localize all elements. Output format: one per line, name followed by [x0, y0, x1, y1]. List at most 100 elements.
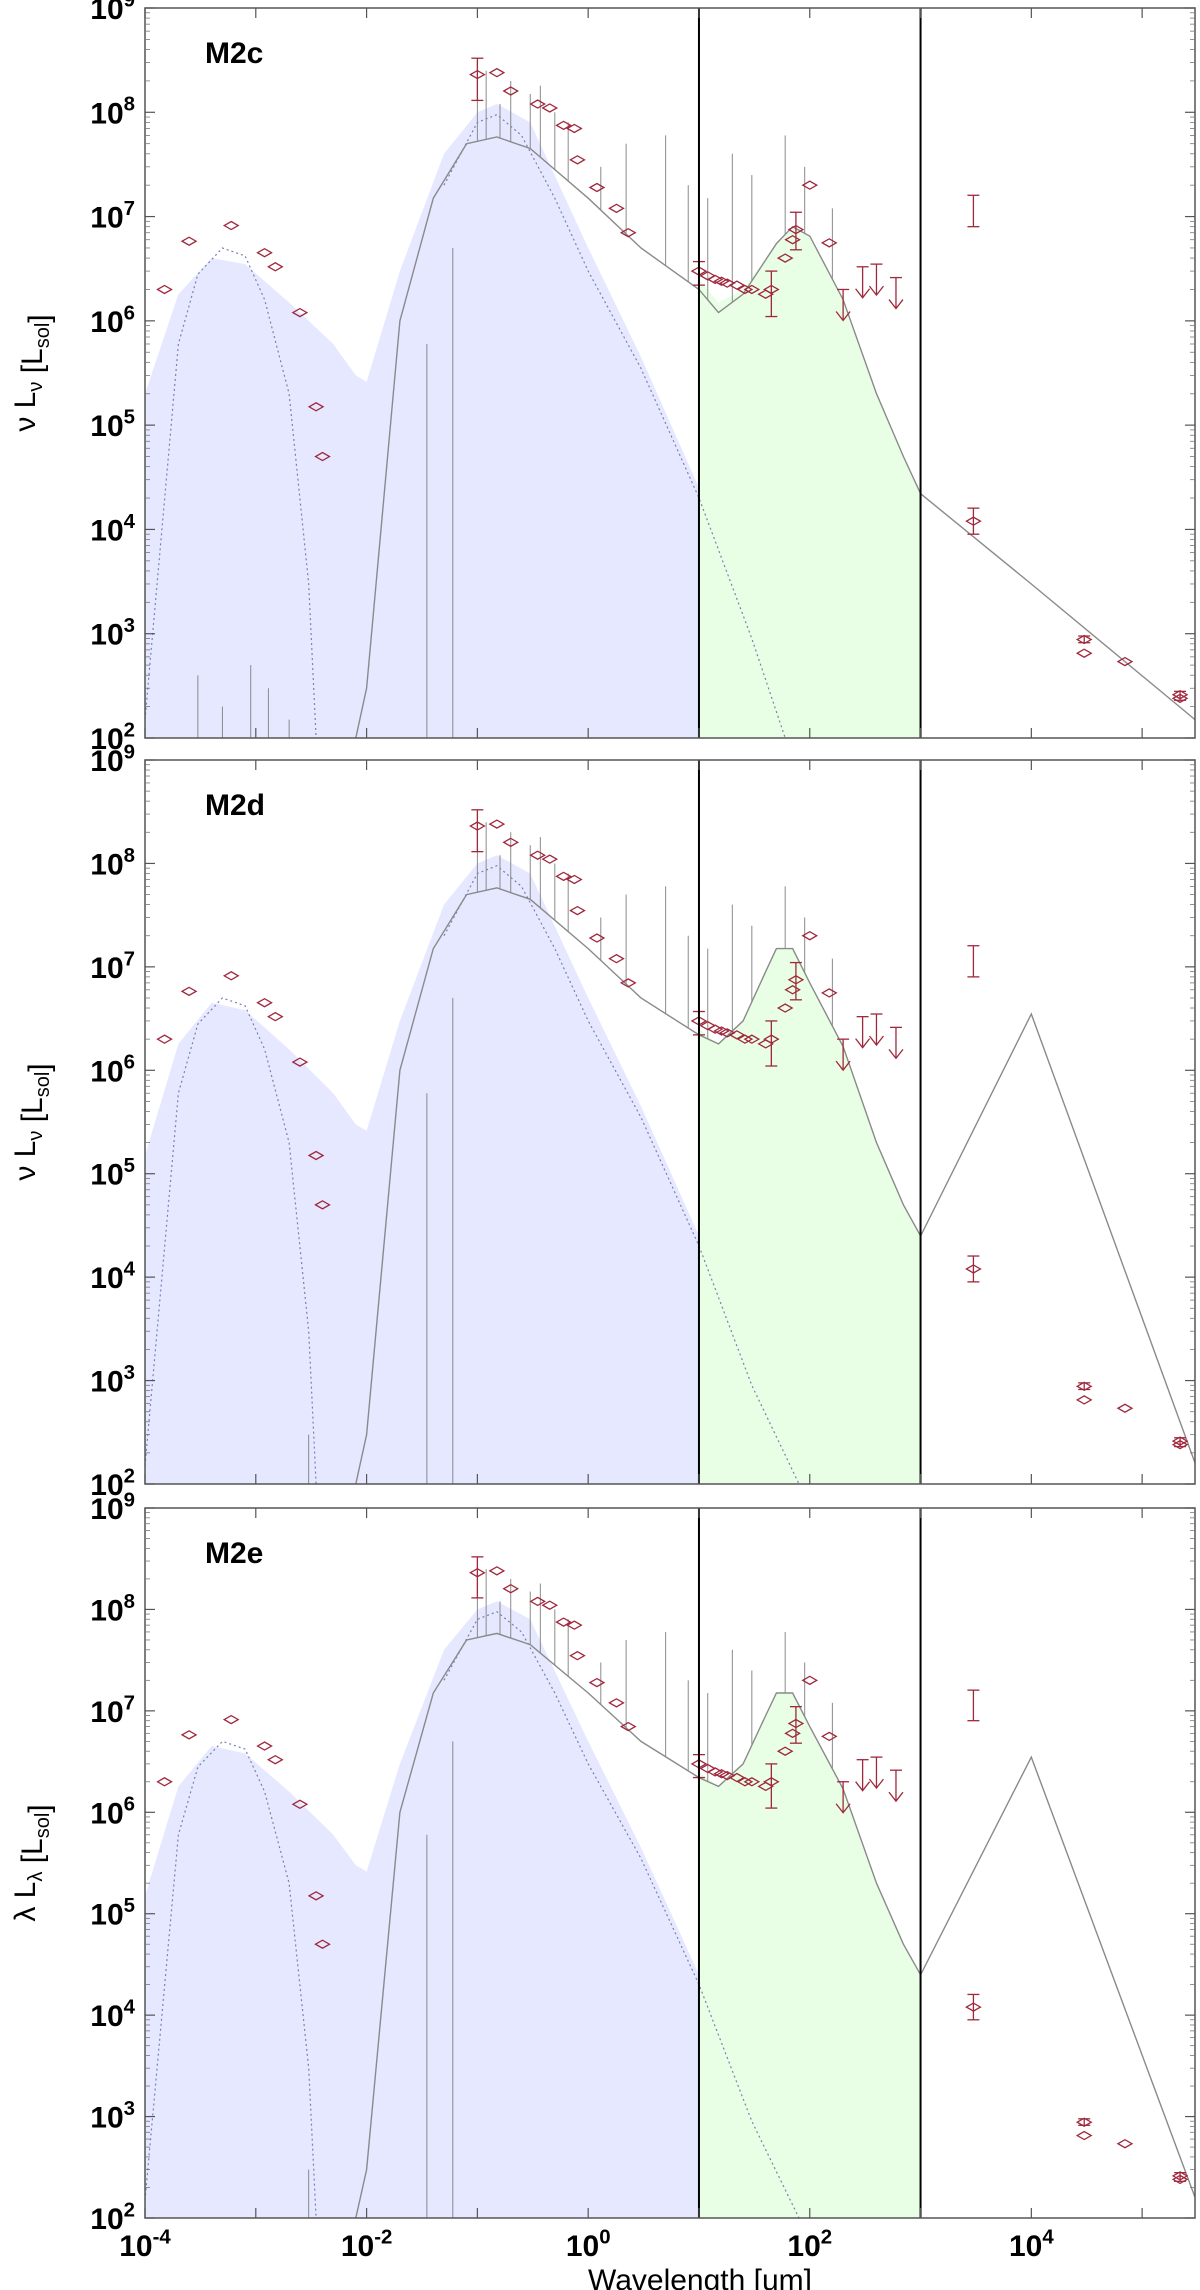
radio-observation-point — [1075, 648, 1093, 658]
y-tick-label: 105 — [90, 1155, 135, 1192]
observation-point — [743, 1777, 761, 1787]
observation-point — [256, 997, 273, 1008]
y-axis-title: ν Lν [Lsol] — [9, 314, 56, 431]
observation-point — [801, 930, 819, 941]
observation-point — [307, 402, 325, 412]
y-tick-label: 109 — [90, 741, 135, 778]
plot-area — [145, 809, 1195, 1484]
plot-area — [145, 57, 1195, 738]
upper-limit-arrow — [868, 1756, 884, 1790]
x-tick-label: 10-2 — [341, 2226, 393, 2263]
plot-frame — [144, 1507, 1196, 2219]
upper-limit-arrow — [888, 1026, 904, 1060]
observation-point — [619, 978, 637, 988]
observation-point — [713, 276, 730, 286]
observation-point — [763, 1034, 780, 1044]
y-tick-label: 102 — [90, 719, 135, 756]
observation-point — [763, 284, 780, 295]
x-tick-label: 100 — [566, 2226, 611, 2263]
observation-point — [569, 1650, 586, 1661]
observation-point — [266, 1011, 284, 1022]
observation-point — [541, 103, 559, 113]
radio-error-bar — [1078, 2118, 1091, 2126]
observation-point — [291, 307, 309, 318]
observation-point — [488, 1566, 506, 1576]
observation-point — [555, 871, 572, 882]
y-tick-label: 103 — [90, 615, 135, 652]
y-tick-label: 103 — [90, 2098, 135, 2135]
observation-point — [763, 1777, 780, 1787]
stellar-emission-area — [145, 104, 786, 738]
model-continuum — [355, 136, 1195, 738]
observation-point — [787, 975, 805, 985]
observation-point — [757, 289, 774, 299]
observation-point — [502, 1583, 520, 1594]
observation-point — [469, 69, 486, 80]
x-axis-title: Wavelength [um] — [588, 2264, 812, 2290]
panel-m2c: 102 103 104 105 106 107 108 109 M2c ν Lν [Lsol] — [9, 0, 1196, 756]
plot-area — [145, 1556, 1195, 2218]
observation-point — [502, 86, 520, 96]
observation-point — [314, 451, 331, 462]
radio-error-bar — [967, 1993, 980, 2021]
y-tick-label: 106 — [90, 1794, 135, 1831]
model-continuum — [355, 887, 1195, 1484]
observation-point — [488, 819, 506, 829]
observation-point — [529, 850, 546, 860]
y-tick-label: 106 — [90, 1052, 135, 1089]
upper-limit-arrow — [868, 263, 884, 297]
observation-point — [291, 1057, 309, 1067]
plot-frame — [144, 7, 1196, 739]
observation-point — [266, 1754, 284, 1765]
observation-point — [757, 1781, 774, 1792]
observation-point — [690, 1016, 708, 1026]
upper-limit-arrow — [888, 276, 904, 310]
observation-point — [736, 1034, 754, 1044]
radio-observation-point — [1171, 1439, 1189, 1450]
error-bar — [765, 270, 778, 318]
observation-point — [555, 1617, 572, 1627]
y-tick-label: 109 — [90, 1489, 135, 1526]
observation-point — [180, 986, 198, 997]
error-bar — [471, 57, 484, 102]
radio-observation-point — [1171, 689, 1189, 700]
observation-point — [713, 1026, 730, 1036]
upper-limit-arrow — [855, 266, 871, 299]
observation-point — [314, 1200, 331, 1210]
upper-limit-arrow — [868, 1013, 884, 1047]
model-continuum — [355, 1632, 1195, 2218]
observation-point — [222, 971, 240, 981]
radio-observation-point — [965, 516, 982, 526]
observation-point — [784, 234, 801, 245]
cold-stars-curve — [145, 247, 317, 738]
observation-point — [488, 67, 506, 78]
dust-emission-area — [698, 226, 921, 738]
radio-observation-point — [1116, 1403, 1134, 1413]
observation-point — [743, 1034, 761, 1044]
observation-point — [529, 99, 546, 109]
y-tick-label: 104 — [90, 511, 135, 548]
y-tick-label: 104 — [90, 1997, 135, 2034]
radio-observation-point — [965, 1264, 982, 1274]
observation-point — [690, 266, 708, 276]
radio-observation-point — [1116, 656, 1134, 667]
error-bar — [967, 945, 980, 978]
dust-emission-area — [698, 1693, 921, 2218]
observation-point — [608, 953, 625, 964]
cold-stars-curve — [145, 1740, 317, 2218]
observation-point — [784, 1728, 801, 1739]
observation-point — [706, 1767, 724, 1777]
observation-point — [619, 227, 637, 238]
error-bar — [471, 809, 484, 853]
error-bar — [765, 1020, 778, 1067]
radio-observation-point — [1171, 693, 1189, 704]
observation-point — [757, 1039, 774, 1049]
upper-limit-arrow — [888, 1769, 904, 1803]
observation-point — [307, 1891, 325, 1901]
radio-observation-point — [1075, 2130, 1093, 2141]
panel-label: M2d — [205, 789, 265, 822]
observation-point — [566, 1620, 583, 1630]
